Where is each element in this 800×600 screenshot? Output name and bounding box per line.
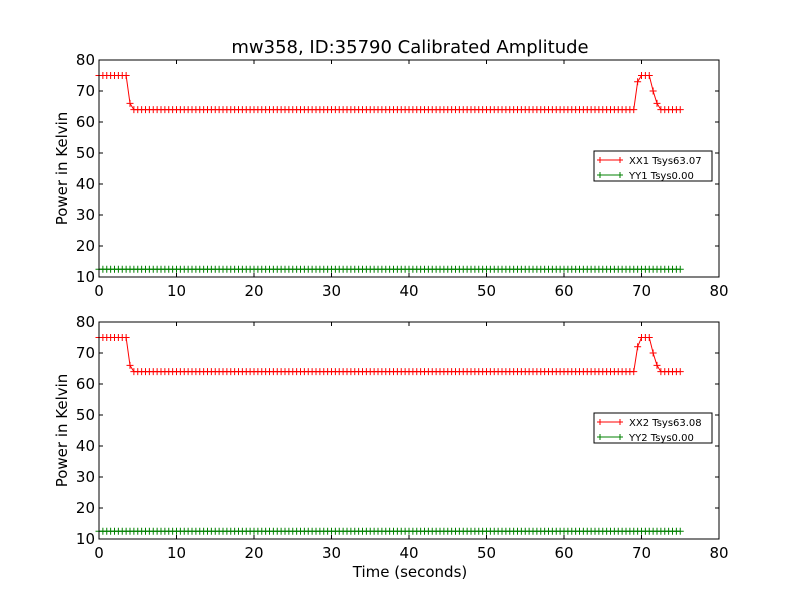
legend: XX1 Tsys63.07 YY1 Tsys0.00 bbox=[593, 150, 713, 182]
x-tick-label: 40 bbox=[399, 544, 418, 562]
x-tick-label: 60 bbox=[554, 544, 573, 562]
y-tick-label: 60 bbox=[76, 375, 95, 393]
x-tick-label: 30 bbox=[322, 282, 341, 300]
series-2 bbox=[95, 527, 684, 535]
x-tick-label: 70 bbox=[632, 544, 651, 562]
y-tick-label: 30 bbox=[76, 468, 95, 486]
legend-label: XX1 Tsys63.07 bbox=[629, 156, 702, 167]
legend-marker bbox=[617, 434, 623, 440]
data-point bbox=[630, 106, 638, 114]
data-point bbox=[676, 265, 684, 273]
legend-label: YY1 Tsys0.00 bbox=[628, 171, 694, 182]
data-point bbox=[649, 87, 657, 95]
y-tick-label: 40 bbox=[76, 175, 95, 193]
legend-marker bbox=[617, 157, 623, 163]
x-tick-label: 0 bbox=[94, 544, 104, 562]
y-tick-label: 80 bbox=[76, 313, 95, 331]
data-point bbox=[634, 78, 642, 86]
x-tick-label: 80 bbox=[709, 282, 728, 300]
x-tick-label: 20 bbox=[244, 544, 263, 562]
y-tick-label: 10 bbox=[76, 268, 95, 286]
series-1 bbox=[95, 334, 684, 376]
data-point bbox=[676, 368, 684, 376]
figure-title: mw358, ID:35790 Calibrated Amplitude bbox=[231, 37, 588, 58]
legend: XX2 Tsys63.08 YY2 Tsys0.00 bbox=[593, 412, 713, 444]
legend-marker bbox=[597, 157, 603, 163]
x-tick-label: 10 bbox=[167, 544, 186, 562]
data-point bbox=[676, 106, 684, 114]
x-tick-label: 50 bbox=[477, 282, 496, 300]
data-point bbox=[645, 334, 653, 341]
y-tick-label: 10 bbox=[76, 530, 95, 548]
x-tick-label: 70 bbox=[632, 282, 651, 300]
legend-box bbox=[593, 412, 713, 444]
y-axis-label: Power in Kelvin bbox=[53, 112, 71, 226]
y-tick-label: 80 bbox=[76, 51, 95, 69]
legend-label: XX2 Tsys63.08 bbox=[629, 418, 702, 429]
x-tick-label: 80 bbox=[709, 544, 728, 562]
data-point bbox=[126, 361, 134, 369]
data-point bbox=[634, 343, 642, 351]
series-line bbox=[99, 75, 681, 111]
series-2 bbox=[95, 265, 684, 273]
data-point bbox=[630, 368, 638, 376]
legend-marker bbox=[617, 172, 623, 178]
x-tick-label: 40 bbox=[399, 282, 418, 300]
data-point bbox=[649, 349, 657, 357]
data-point bbox=[653, 99, 661, 107]
y-axis-label: Power in Kelvin bbox=[53, 374, 71, 488]
x-tick-label: 10 bbox=[167, 282, 186, 300]
y-tick-label: 20 bbox=[76, 237, 95, 255]
data-point bbox=[676, 527, 684, 535]
data-point bbox=[653, 361, 661, 369]
series-1 bbox=[95, 72, 684, 114]
y-tick-label: 70 bbox=[76, 82, 95, 100]
x-tick-label: 50 bbox=[477, 544, 496, 562]
x-tick-label: 0 bbox=[94, 282, 104, 300]
data-point bbox=[122, 334, 130, 341]
data-point bbox=[645, 72, 653, 79]
legend-marker bbox=[617, 419, 623, 425]
y-tick-label: 20 bbox=[76, 499, 95, 517]
y-tick-label: 30 bbox=[76, 206, 95, 224]
y-tick-label: 60 bbox=[76, 113, 95, 131]
series-line bbox=[99, 337, 681, 373]
y-tick-label: 50 bbox=[76, 144, 95, 162]
x-tick-label: 30 bbox=[322, 544, 341, 562]
data-point bbox=[126, 99, 134, 107]
legend-marker bbox=[597, 172, 603, 178]
y-tick-label: 50 bbox=[76, 406, 95, 424]
x-axis-label: Time (seconds) bbox=[352, 563, 468, 581]
x-tick-label: 60 bbox=[554, 282, 573, 300]
legend-marker bbox=[597, 419, 603, 425]
legend-label: YY2 Tsys0.00 bbox=[628, 433, 694, 444]
y-tick-label: 40 bbox=[76, 437, 95, 455]
x-tick-label: 20 bbox=[244, 282, 263, 300]
legend-marker bbox=[597, 434, 603, 440]
data-point bbox=[122, 72, 130, 79]
y-tick-label: 70 bbox=[76, 344, 95, 362]
legend-box bbox=[593, 150, 713, 182]
